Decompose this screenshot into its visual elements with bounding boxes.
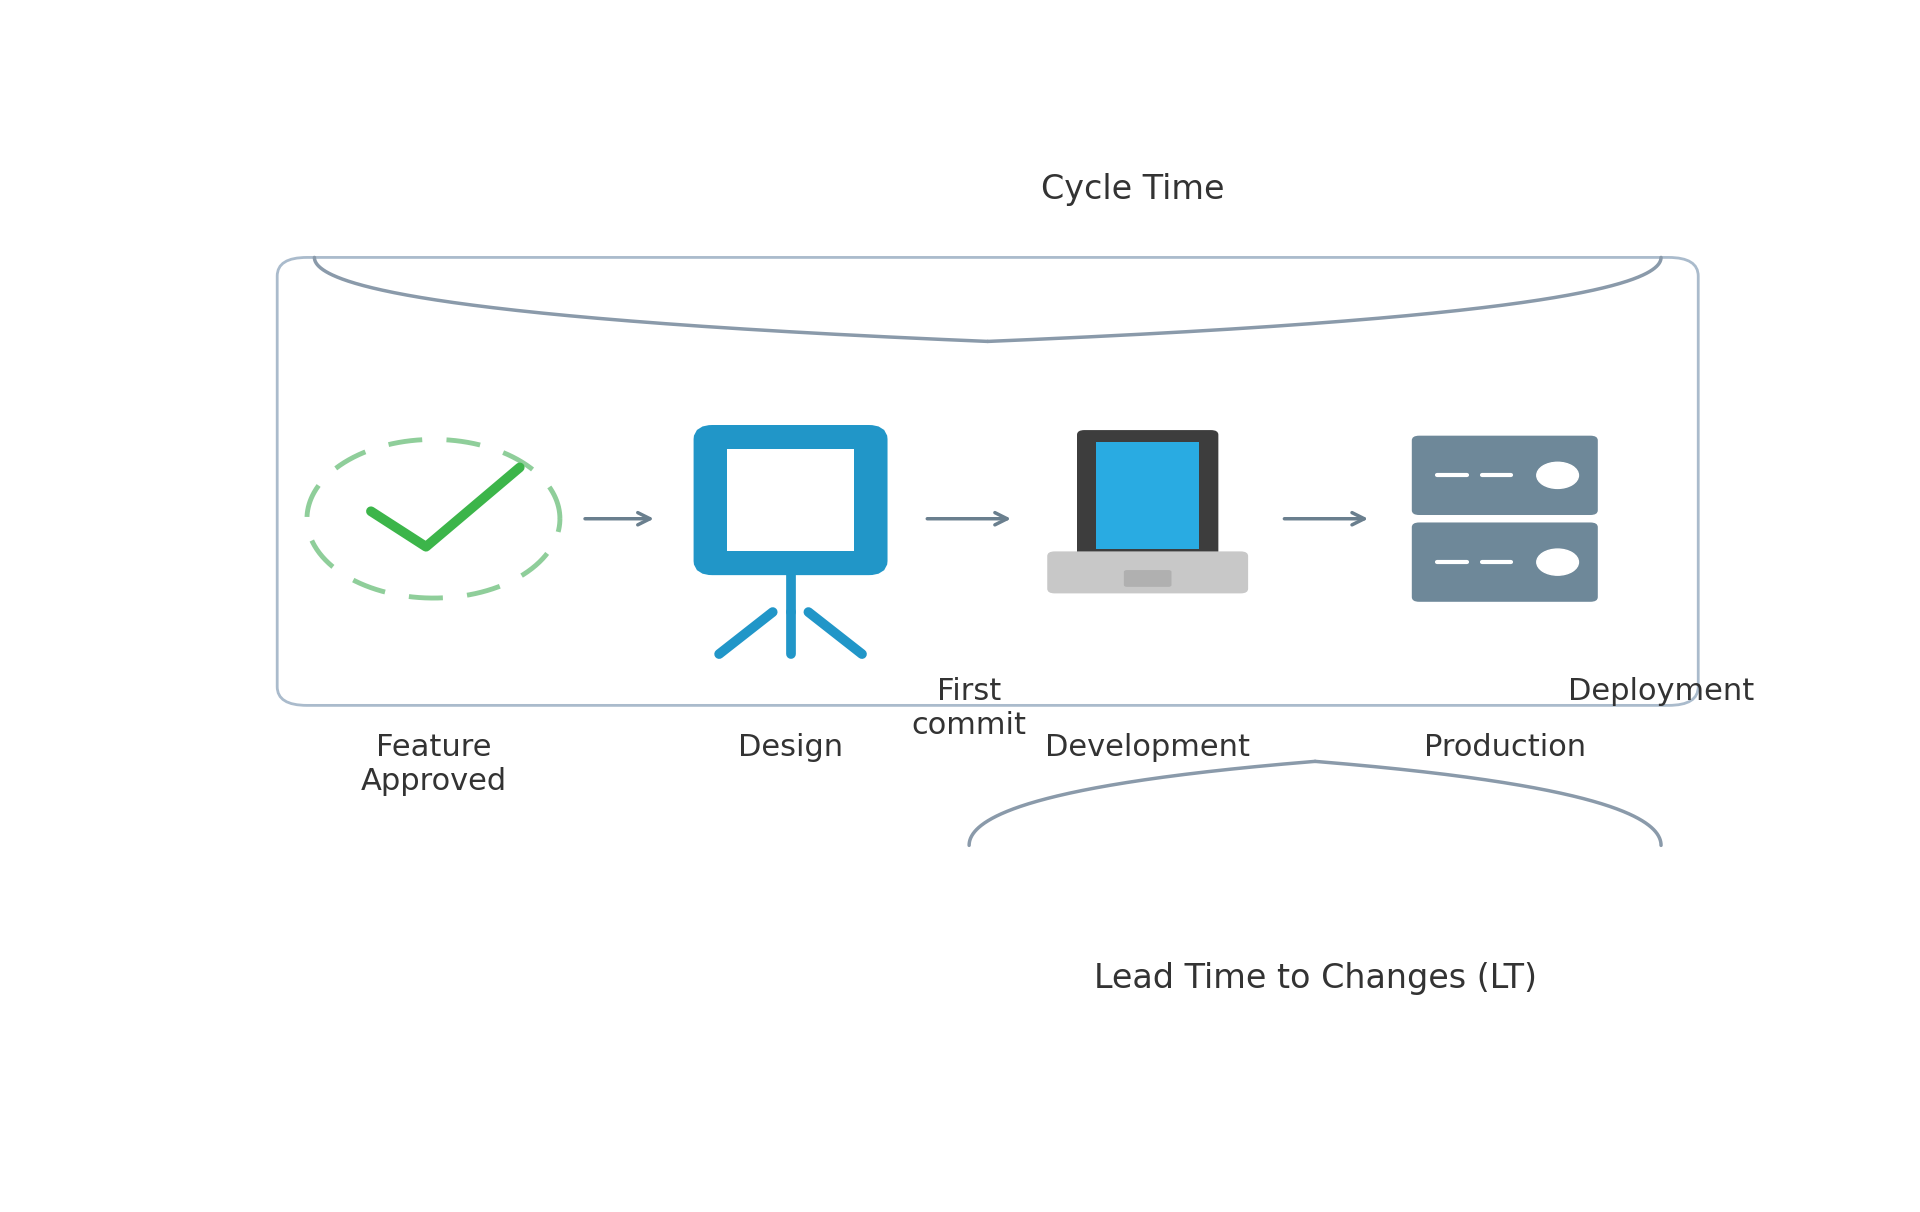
Bar: [728, 448, 854, 551]
FancyBboxPatch shape: [1077, 430, 1219, 561]
Text: Development: Development: [1044, 733, 1250, 762]
Circle shape: [1536, 462, 1578, 488]
FancyBboxPatch shape: [1046, 551, 1248, 594]
Text: Deployment: Deployment: [1569, 678, 1755, 707]
Text: Design: Design: [737, 733, 843, 762]
FancyBboxPatch shape: [1411, 435, 1597, 515]
Text: Lead Time to Changes (LT): Lead Time to Changes (LT): [1094, 961, 1536, 995]
Text: Production: Production: [1425, 733, 1586, 762]
Bar: [1096, 442, 1198, 549]
Circle shape: [1536, 549, 1578, 576]
Text: Cycle Time: Cycle Time: [1041, 173, 1225, 206]
FancyBboxPatch shape: [1123, 570, 1171, 587]
FancyBboxPatch shape: [701, 431, 881, 568]
Text: First
commit: First commit: [912, 678, 1027, 741]
Text: Feature
Approved: Feature Approved: [361, 733, 507, 796]
FancyBboxPatch shape: [1411, 522, 1597, 602]
